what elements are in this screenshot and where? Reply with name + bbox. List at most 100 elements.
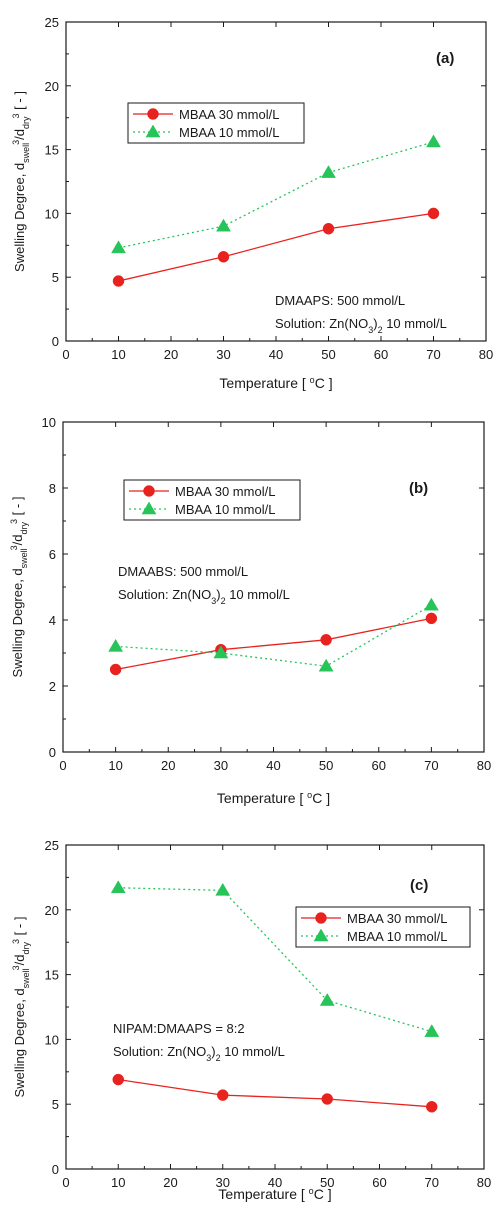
panel-label: (a): [436, 50, 454, 67]
x-axis-label: Temperature [ oC ]: [217, 790, 330, 806]
legend-label: MBAA 30 mmol/L: [179, 107, 279, 122]
x-tick-label: 50: [320, 1175, 334, 1190]
x-tick-label: 10: [111, 347, 125, 362]
y-tick-label: 0: [52, 1162, 59, 1177]
x-tick-label: 10: [111, 1175, 125, 1190]
x-tick-label: 70: [425, 1175, 439, 1190]
legend: MBAA 30 mmol/L MBAA 10 mmol/L: [295, 906, 471, 948]
x-tick-label: 70: [426, 347, 440, 362]
data-point-mbaa-10: [318, 658, 334, 672]
data-point-mbaa-30: [112, 275, 125, 287]
x-tick-label: 30: [214, 758, 228, 773]
legend-label: MBAA 30 mmol/L: [347, 911, 447, 926]
data-point-mbaa-10: [424, 1024, 440, 1037]
y-axis-label: Swelling Degree, dswell3/ddry3 [ - ]: [9, 497, 29, 678]
data-point-mbaa-30: [426, 1101, 438, 1113]
legend-marker: [147, 108, 159, 120]
data-point-mbaa-10: [423, 597, 439, 611]
data-point-mbaa-10: [319, 993, 335, 1006]
series-line-mbaa-30: [115, 617, 432, 671]
data-point-mbaa-30: [217, 251, 230, 263]
y-tick-label: 10: [42, 415, 56, 430]
x-tick-label: 50: [321, 347, 335, 362]
series-line-mbaa-30: [118, 1078, 432, 1108]
panel-label: (c): [410, 877, 428, 894]
legend-marker: [315, 912, 327, 924]
data-point-mbaa-30: [112, 1073, 124, 1086]
data-point-mbaa-10: [108, 638, 124, 652]
data-point-mbaa-30: [217, 1089, 229, 1101]
series-line-mbaa-10: [118, 141, 434, 249]
x-tick-label: 20: [163, 1175, 177, 1190]
x-axis-label: Temperature [ oC ]: [218, 1186, 331, 1202]
legend-marker: [313, 928, 329, 942]
series-line-mbaa-10: [118, 887, 432, 1033]
annotation-text: Solution: Zn(NO3)2 10 mmol/L: [118, 587, 290, 606]
y-axis-label: Swelling Degree, dswell3/ddry3 [ - ]: [11, 91, 31, 272]
y-tick-label: 10: [45, 1032, 59, 1047]
y-tick-label: 20: [45, 903, 59, 918]
chart-svg: 0 10 20 30 40 50 60 70 80 0 2 4 6 8 10 Temperature [ oC…: [9, 415, 491, 806]
y-tick-label: 20: [45, 79, 59, 94]
legend-marker: [143, 485, 155, 497]
x-tick-label: 40: [266, 758, 280, 773]
x-tick-label: 40: [269, 347, 283, 362]
x-tick-label: 60: [374, 347, 388, 362]
data-point-mbaa-30: [320, 634, 332, 646]
y-tick-label: 5: [52, 270, 59, 285]
y-tick-label: 25: [45, 838, 59, 853]
x-axis-label: Temperature [ oC ]: [219, 375, 332, 391]
annotation-text: NIPAM:DMAAPS = 8:2: [113, 1021, 245, 1036]
y-tick-label: 0: [52, 334, 59, 349]
y-tick-label: 8: [49, 481, 56, 496]
data-point-mbaa-30: [321, 1093, 333, 1105]
x-tick-label: 40: [268, 1175, 282, 1190]
y-tick-label: 0: [49, 745, 56, 760]
legend-marker: [145, 124, 161, 138]
data-point-mbaa-10: [213, 645, 229, 659]
data-point-mbaa-10: [426, 134, 441, 148]
annotation-text: Solution: Zn(NO3)2 10 mmol/L: [113, 1044, 285, 1063]
y-tick-label: 2: [49, 679, 56, 694]
y-tick-label: 25: [45, 15, 59, 30]
x-tick-label: 50: [319, 758, 333, 773]
legend: MBAA 30 mmol/L MBAA 10 mmol/L: [127, 102, 305, 144]
data-point-mbaa-30: [109, 663, 122, 676]
x-tick-label: 60: [372, 1175, 386, 1190]
x-tick-label: 30: [216, 347, 230, 362]
annotation-text: DMAAPS: 500 mmol/L: [275, 293, 405, 308]
legend-label: MBAA 10 mmol/L: [179, 125, 279, 140]
x-tick-label: 20: [161, 758, 175, 773]
x-tick-label: 0: [62, 1175, 69, 1190]
x-tick-label: 30: [216, 1175, 230, 1190]
data-point-mbaa-10: [216, 218, 231, 232]
x-tick-label: 0: [59, 758, 66, 773]
legend-label: MBAA 10 mmol/L: [347, 929, 447, 944]
y-axis-label: Swelling Degree, dswell3/ddry3 [ - ]: [11, 917, 31, 1098]
data-point-mbaa-10: [110, 880, 126, 894]
x-tick-label: 70: [424, 758, 438, 773]
legend-marker: [141, 501, 157, 515]
y-tick-label: 6: [49, 547, 56, 562]
x-tick-label: 80: [477, 758, 491, 773]
chart-panel-a: 0 10 20 30 40 50 60 70 80 0 5 10 15 20 25 Temperature […: [0, 0, 497, 405]
chart-panel-c: 0 10 20 30 40 50 60 70 80 0 5 10 15 20 25 Temperature […: [0, 815, 497, 1216]
chart-panel-b: 0 10 20 30 40 50 60 70 80 0 2 4 6 8 10 Temperature [ oC…: [0, 405, 497, 815]
legend: MBAA 30 mmol/L MBAA 10 mmol/L: [123, 479, 301, 521]
y-tick-label: 10: [45, 206, 59, 221]
x-tick-label: 60: [372, 758, 386, 773]
data-point-mbaa-30: [322, 222, 335, 235]
x-tick-label: 0: [62, 347, 69, 362]
data-point-mbaa-10: [215, 882, 231, 896]
y-tick-label: 15: [45, 968, 59, 983]
y-tick-label: 15: [45, 143, 59, 158]
x-tick-label: 80: [479, 347, 493, 362]
series-line-mbaa-30: [118, 212, 434, 282]
y-tick-label: 5: [52, 1097, 59, 1112]
chart-svg: 0 10 20 30 40 50 60 70 80 0 5 10 15 20 25 Temperature […: [11, 15, 493, 391]
data-point-mbaa-30: [427, 207, 440, 220]
data-point-mbaa-30: [425, 612, 438, 625]
annotation-text: Solution: Zn(NO3)2 10 mmol/L: [275, 316, 447, 335]
annotation-text: DMAABS: 500 mmol/L: [118, 564, 248, 579]
chart-svg: 0 10 20 30 40 50 60 70 80 0 5 10 15 20 25 Temperature […: [11, 838, 491, 1202]
